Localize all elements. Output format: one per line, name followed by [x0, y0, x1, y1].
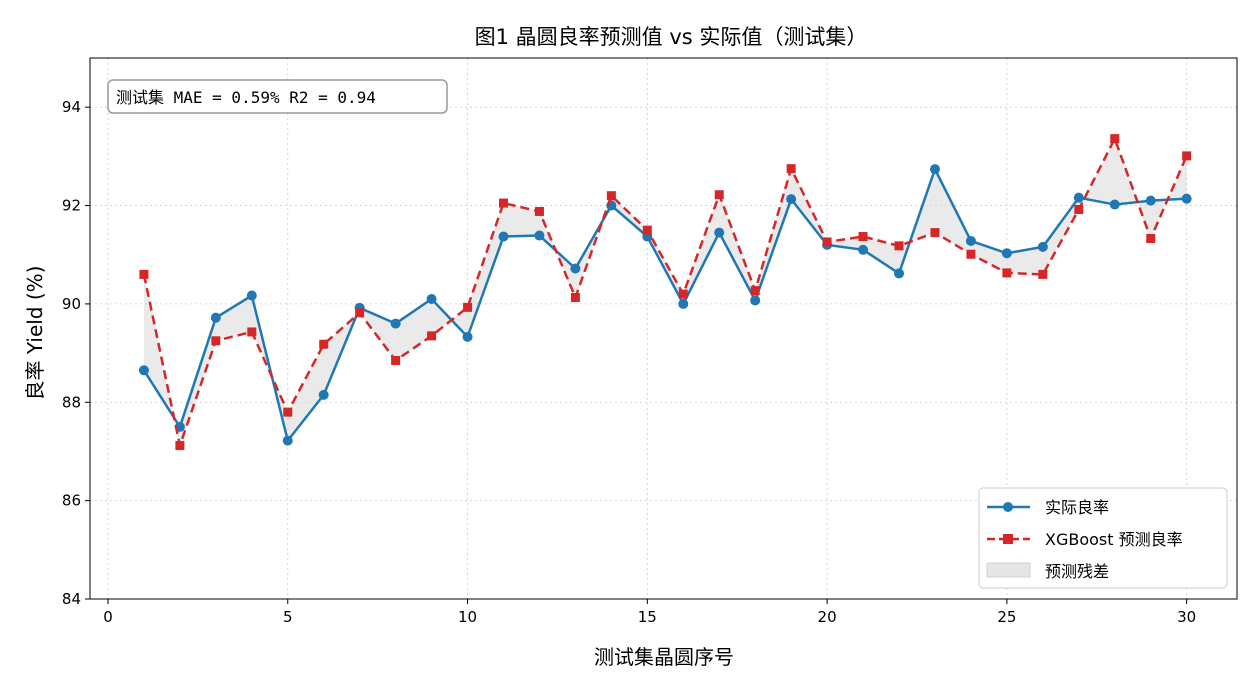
- series-layer: [138, 134, 1192, 451]
- actual-yield-point: [714, 227, 725, 238]
- actual-yield-point: [1037, 241, 1048, 252]
- legend-label-actual: 实际良率: [1045, 498, 1109, 517]
- x-tick-label: 5: [283, 608, 293, 626]
- predicted-yield-point: [786, 164, 796, 174]
- x-tick-label: 20: [818, 608, 837, 626]
- predicted-yield-point: [247, 327, 257, 337]
- y-tick-label: 88: [62, 393, 81, 411]
- actual-yield-point: [426, 293, 437, 304]
- legend-label-predicted: XGBoost 预测良率: [1045, 530, 1183, 549]
- y-axis-label: 良率 Yield (%): [23, 266, 47, 401]
- legend-item-actual: 实际良率: [987, 498, 1109, 517]
- chart-title: 图1 晶圆良率预测值 vs 实际值（测试集）: [475, 25, 868, 49]
- predicted-yield-point: [211, 336, 221, 346]
- predicted-yield-point: [319, 339, 329, 349]
- actual-yield-point: [965, 235, 976, 246]
- predicted-yield-point: [678, 289, 688, 299]
- predicted-yield-point: [139, 269, 149, 279]
- predicted-yield-point: [1002, 268, 1012, 278]
- predicted-yield-point: [427, 331, 437, 341]
- y-tick-label: 90: [62, 295, 81, 313]
- actual-yield-point: [246, 290, 257, 301]
- actual-yield-point: [750, 295, 761, 306]
- actual-yield-point: [929, 164, 940, 175]
- actual-yield-point: [390, 318, 401, 329]
- actual-yield-point: [1001, 248, 1012, 259]
- y-tick-label: 92: [62, 197, 81, 215]
- predicted-yield-point: [283, 407, 293, 417]
- predicted-yield-point: [714, 190, 724, 200]
- actual-yield-point: [462, 331, 473, 342]
- actual-yield-point: [498, 231, 509, 242]
- y-tick-label: 94: [62, 98, 81, 116]
- predicted-yield-point: [822, 237, 832, 247]
- x-tick-label: 10: [458, 608, 477, 626]
- x-tick-label: 25: [997, 608, 1016, 626]
- actual-yield-point: [210, 312, 221, 323]
- predicted-yield-point: [966, 249, 976, 259]
- actual-yield-point: [570, 263, 581, 274]
- predicted-yield-point: [606, 191, 616, 201]
- actual-yield-point: [1181, 193, 1192, 204]
- predicted-yield-point: [930, 228, 940, 238]
- actual-yield-point: [534, 230, 545, 241]
- legend: 实际良率 XGBoost 预测良率 预测残差: [978, 487, 1228, 589]
- residual-fill: [143, 138, 1187, 446]
- x-tick-label: 0: [103, 608, 113, 626]
- actual-yield-point: [678, 298, 689, 309]
- legend-marker-actual: [1003, 502, 1013, 512]
- stats-annotation-box: [107, 79, 448, 114]
- predicted-yield-point: [894, 241, 904, 251]
- predicted-yield-point: [175, 441, 185, 451]
- legend-marker-predicted: [1003, 534, 1013, 544]
- predicted-yield-point: [858, 232, 868, 242]
- predicted-yield-point: [463, 302, 473, 312]
- ticks-layer: 0 5 10 15 20 25 30 84 86 88 90 92 94: [62, 98, 1196, 626]
- actual-yield-point: [282, 435, 293, 446]
- predicted-yield-point: [570, 293, 580, 303]
- stats-annotation-text: 测试集 MAE = 0.59% R2 = 0.94: [116, 88, 376, 107]
- predicted-yield-point: [391, 355, 401, 365]
- legend-swatch-residual: [986, 562, 1031, 578]
- actual-yield-point: [1145, 195, 1156, 206]
- legend-item-predicted: XGBoost 预测良率: [987, 530, 1183, 549]
- predicted-yield-point: [498, 198, 508, 208]
- actual-yield-point: [894, 268, 905, 279]
- actual-yield-point: [786, 194, 797, 205]
- predicted-yield-point: [534, 206, 544, 216]
- actual-yield-point: [1109, 199, 1120, 210]
- predicted-yield-point: [355, 308, 365, 318]
- x-tick-label: 15: [638, 608, 657, 626]
- legend-box: [978, 487, 1228, 589]
- x-tick-label: 30: [1177, 608, 1196, 626]
- stats-annotation: 测试集 MAE = 0.59% R2 = 0.94: [107, 79, 448, 114]
- actual-yield-line: [142, 167, 1187, 442]
- actual-yield-point: [138, 365, 149, 376]
- predicted-yield-point: [1146, 233, 1156, 243]
- actual-yield-point: [1073, 192, 1084, 203]
- y-tick-label: 86: [62, 492, 81, 510]
- predicted-yield-point: [642, 225, 652, 235]
- predicted-yield-point: [1074, 204, 1084, 214]
- x-axis-label: 测试集晶圆序号: [594, 645, 734, 669]
- predicted-yield-point: [750, 286, 760, 296]
- y-tick-label: 84: [62, 590, 81, 608]
- plot-frame: [89, 57, 1238, 600]
- predicted-yield-point: [1110, 134, 1120, 144]
- actual-yield-point: [318, 389, 329, 400]
- predicted-yield-point: [1182, 151, 1192, 161]
- legend-label-residual: 预测残差: [1045, 562, 1109, 581]
- predicted-yield-point: [1038, 269, 1048, 279]
- legend-item-residual: 预测残差: [986, 562, 1109, 581]
- actual-yield-point: [858, 244, 869, 255]
- residual-fill-layer: [143, 138, 1187, 446]
